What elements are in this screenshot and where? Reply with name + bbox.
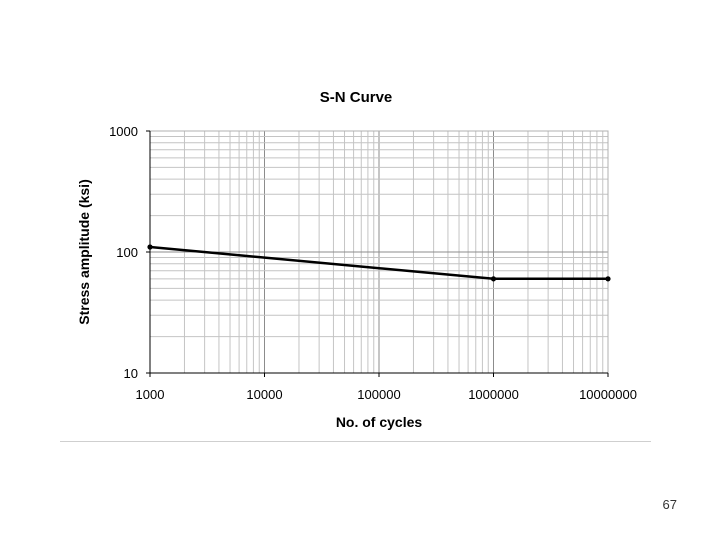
x-tick-label: 1000000 [468,387,519,402]
y-tick-label: 100 [116,245,138,260]
x-tick-label: 1000 [136,387,165,402]
data-point [490,276,497,282]
axis-ticks: 1000 10000 100000 1000000 10000000 10 100 1000 [109,124,637,402]
page-number: 67 [662,497,677,512]
chart-title: S-N Curve [320,89,393,106]
x-tick-label: 10000 [246,387,282,402]
data-point [605,276,611,282]
x-tick-label: 100000 [357,387,400,402]
data-point [147,244,153,250]
chart-grid [150,131,608,373]
y-tick-label: 1000 [109,124,138,139]
x-axis-label: No. of cycles [336,414,423,430]
x-tick-label: 10000000 [579,387,637,402]
slide-divider [60,441,651,442]
y-tick-label: 10 [124,366,138,381]
y-axis-label: Stress amplitude (ksi) [76,179,92,325]
series-layer [147,244,611,282]
